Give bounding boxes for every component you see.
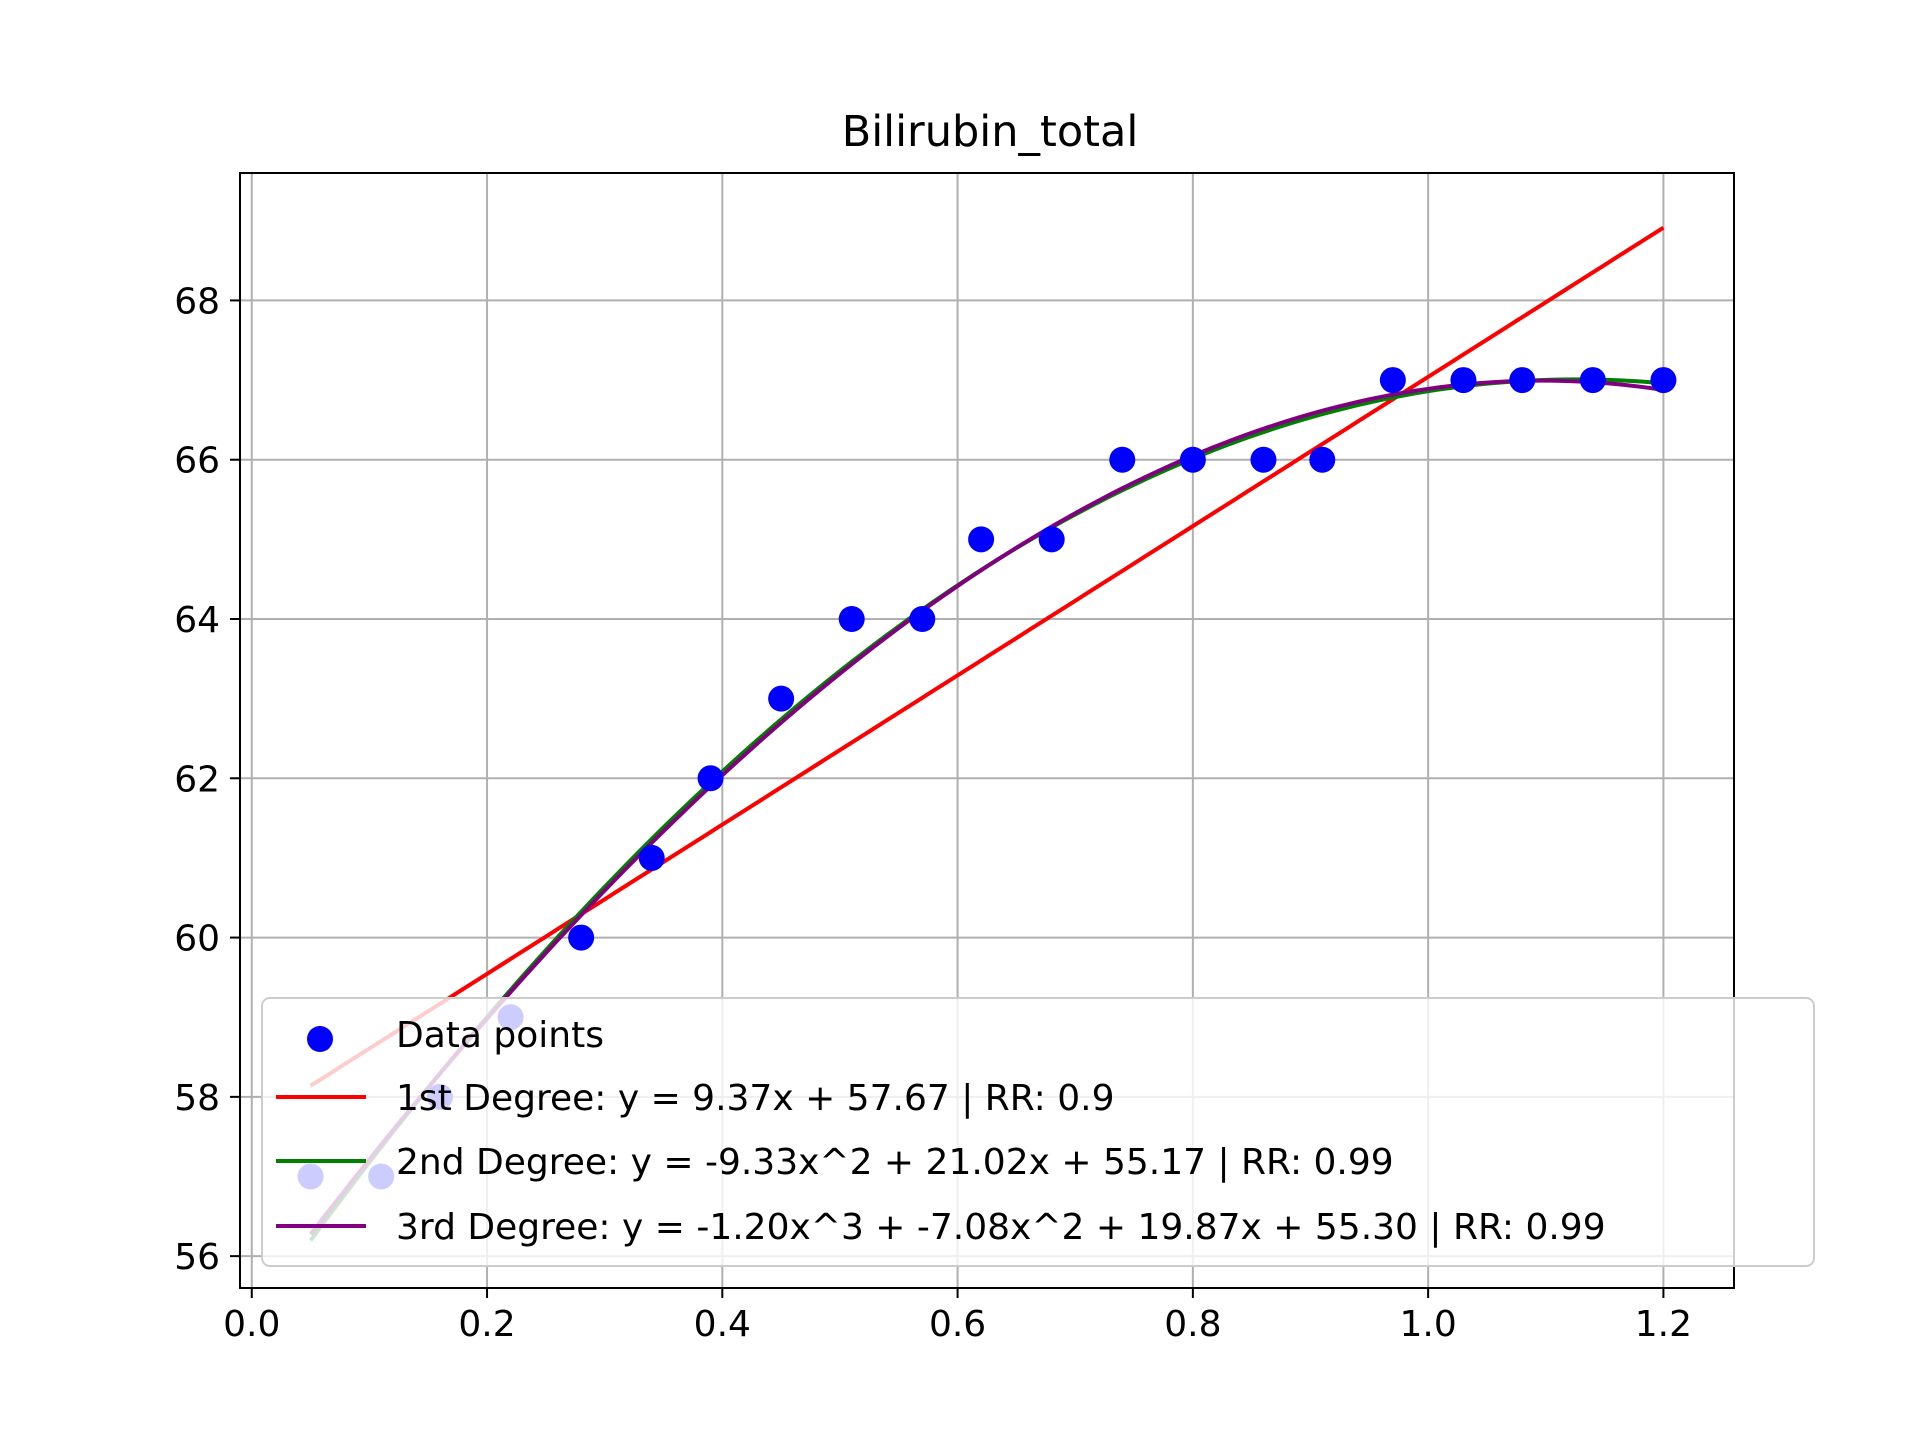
- data-point: [568, 924, 595, 951]
- legend-box: [261, 997, 1815, 1267]
- x-tick-label: 0.0: [223, 1304, 280, 1345]
- data-point: [1309, 446, 1336, 473]
- x-tick-label: 0.8: [1164, 1304, 1221, 1345]
- data-point: [838, 606, 865, 632]
- data-point: [1379, 367, 1406, 394]
- data-point: [768, 685, 795, 712]
- data-point: [1250, 446, 1277, 473]
- x-tick-label: 0.2: [458, 1304, 515, 1345]
- y-tick-label: 62: [174, 759, 220, 800]
- data-point: [1450, 367, 1477, 394]
- x-tick-label: 1.0: [1400, 1304, 1457, 1345]
- data-point: [638, 844, 665, 871]
- plot-frame: [239, 172, 1735, 1289]
- data-point: [1579, 367, 1606, 394]
- fit-lines: [308, 225, 1665, 1242]
- legend-label-3rd-degree: 3rd Degree: y = -1.20x^3 + -7.08x^2 + 19…: [396, 1207, 1606, 1248]
- legend-label-data-points: Data points: [396, 1015, 604, 1056]
- data-point: [1650, 367, 1677, 394]
- legend-label-1st-degree: 1st Degree: y = 9.37x + 57.67 | RR: 0.9: [396, 1078, 1115, 1119]
- x-axis: 0.0 0.2 0.4 0.6 0.8 1.0 1.2: [223, 1288, 1692, 1345]
- y-axis: 56 58 60 62 64 66 68: [174, 281, 240, 1278]
- data-point: [1109, 446, 1136, 473]
- legend-label-2nd-degree: 2nd Degree: y = -9.33x^2 + 21.02x + 55.1…: [396, 1142, 1394, 1183]
- data-point: [1038, 526, 1065, 553]
- data-point: [1179, 446, 1206, 473]
- y-tick-label: 60: [174, 919, 220, 960]
- data-point: [697, 765, 724, 792]
- y-tick-label: 64: [174, 600, 220, 641]
- x-tick-label: 1.2: [1635, 1304, 1692, 1345]
- y-tick-label: 66: [174, 441, 220, 482]
- data-point: [909, 606, 936, 632]
- fit-line-3rd-degree: [308, 378, 1664, 1236]
- fit-line-1st-degree: [309, 225, 1665, 1088]
- data-point: [968, 526, 995, 553]
- data-point: [1509, 367, 1536, 394]
- y-tick-label: 58: [174, 1078, 220, 1119]
- x-tick-label: 0.6: [929, 1304, 986, 1345]
- y-tick-label: 68: [174, 281, 220, 322]
- chart-title: Bilirubin_total: [842, 107, 1139, 157]
- y-tick-label: 56: [174, 1237, 220, 1278]
- legend: Data points 1st Degree: y = 9.37x + 57.6…: [261, 997, 1815, 1267]
- x-tick-label: 0.4: [694, 1304, 751, 1345]
- legend-marker-data-points: [307, 1026, 333, 1052]
